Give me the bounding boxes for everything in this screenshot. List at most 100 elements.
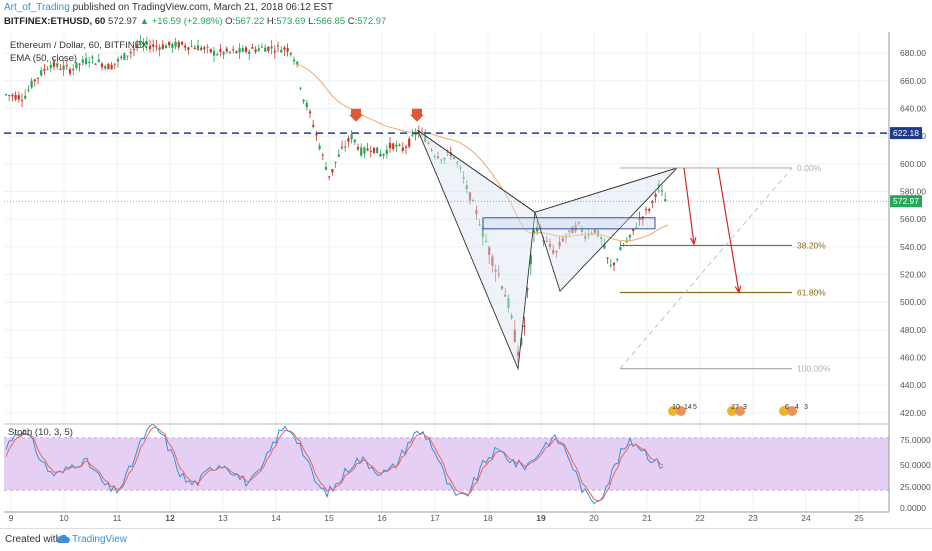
candle-body-157 xyxy=(504,294,507,297)
event-flag-b-2 xyxy=(735,406,745,416)
candle-body-152 xyxy=(488,246,491,255)
y-tick-600: 600.00 xyxy=(900,159,926,169)
tradingview-link[interactable]: TradingView xyxy=(72,534,128,545)
candle-body-17 xyxy=(56,63,59,67)
candle-body-176 xyxy=(564,236,568,238)
event-label-1: 10 xyxy=(672,404,680,411)
candle-body-27 xyxy=(88,61,91,64)
candle-body-124 xyxy=(398,144,401,146)
candle-body-102 xyxy=(328,176,331,178)
candle-body-192 xyxy=(616,259,619,261)
candle-body-134 xyxy=(430,149,433,151)
y-tick-640: 640.00 xyxy=(900,103,926,113)
candle-body-166 xyxy=(532,230,536,234)
candle-body-41 xyxy=(132,48,136,50)
y-tick-420: 420.00 xyxy=(900,408,926,418)
event-flag-2 xyxy=(727,406,737,416)
candle-body-87 xyxy=(280,50,283,53)
candle-body-110 xyxy=(353,139,356,143)
candle-body-18 xyxy=(59,68,62,70)
candle-body-161 xyxy=(516,351,520,356)
candle-body-107 xyxy=(344,146,347,148)
candle-body-156 xyxy=(500,286,504,289)
candle-body-66 xyxy=(212,50,216,56)
candle-body-96 xyxy=(308,111,312,114)
open-label: O: xyxy=(225,16,236,27)
candle-body-25 xyxy=(81,59,84,63)
x-tick-19: 19 xyxy=(536,513,546,523)
fib-label-0: 0.00% xyxy=(797,163,822,173)
symbol-label: BITFINEX:ETHUSD, 60 xyxy=(4,16,106,27)
candle-body-26 xyxy=(84,58,88,64)
candle-body-94 xyxy=(302,99,305,102)
candle-body-68 xyxy=(219,49,222,52)
candle-body-153 xyxy=(491,256,494,266)
close-value: 572.97 xyxy=(357,16,387,27)
candle-body-33 xyxy=(107,63,110,70)
footer: Created with TradingView xyxy=(0,528,932,551)
stoch-tick-0: 75.0000 xyxy=(900,435,931,445)
candle-body-19 xyxy=(62,65,65,70)
candle-body-24 xyxy=(78,63,81,65)
candle-body-4 xyxy=(14,94,17,100)
open-value: 567.22 xyxy=(235,16,265,27)
event-label-2: 27 xyxy=(731,404,739,411)
candle-body-170 xyxy=(545,240,548,242)
quote-line: BITFINEX:ETHUSD, 60 572.97 ▲ +16.59 (+2.… xyxy=(4,16,386,27)
candle-body-140 xyxy=(449,152,452,157)
candle-body-100 xyxy=(321,154,324,156)
candle-body-59 xyxy=(190,45,193,47)
candle-body-177 xyxy=(568,230,571,232)
candle-body-103 xyxy=(331,169,334,173)
event-flag-3 xyxy=(779,406,789,416)
candle-body-51 xyxy=(164,45,168,49)
author-link[interactable]: Art_of_Trading xyxy=(4,2,70,13)
candle-body-136 xyxy=(436,156,440,159)
y-tick-580: 580.00 xyxy=(900,186,926,196)
x-tick-21: 21 xyxy=(642,513,652,523)
candle-body-118 xyxy=(379,153,382,157)
candle-body-83 xyxy=(267,46,270,52)
projection-arrow-1-head xyxy=(689,237,697,246)
candle-body-92 xyxy=(296,61,299,66)
price-chart[interactable]: 0.00%38.20%61.80%100.00%10 14 5 27 3 6 4 3 680.… xyxy=(0,0,932,528)
event-label-3: 6 xyxy=(785,404,789,411)
candle-body-69 xyxy=(222,51,225,55)
candle-body-37 xyxy=(120,56,123,58)
candle-body-28 xyxy=(91,56,94,59)
candle-body-35 xyxy=(113,63,116,65)
chart-header: Art_of_Trading published on TradingView.… xyxy=(0,0,932,30)
pattern-xb xyxy=(417,130,536,213)
x-tick-20: 20 xyxy=(589,513,599,523)
x-tick-25: 25 xyxy=(854,513,864,523)
candle-body-29 xyxy=(94,63,97,65)
candle-body-191 xyxy=(612,262,616,266)
candles xyxy=(4,35,667,363)
stoch-k-line xyxy=(5,423,664,505)
candle-body-84 xyxy=(270,46,273,49)
candle-body-104 xyxy=(334,161,337,163)
candle-body-73 xyxy=(235,50,238,53)
candle-body-106 xyxy=(340,146,344,149)
candle-body-181 xyxy=(580,229,584,232)
y-tick-500: 500.00 xyxy=(900,297,926,307)
candle-body-203 xyxy=(651,200,654,204)
projection-arrow-1-shaft xyxy=(683,167,695,245)
candle-body-117 xyxy=(376,147,379,154)
fib-label-3: 100.00% xyxy=(797,364,831,374)
tradingview-cloud-icon[interactable] xyxy=(56,532,70,546)
candle-body-108 xyxy=(347,138,350,142)
candle-body-2 xyxy=(8,95,11,97)
candle-body-93 xyxy=(299,87,302,89)
candle-body-207 xyxy=(664,199,667,202)
resistance-price-tag xyxy=(890,127,922,140)
candle-body-105 xyxy=(337,154,340,157)
candle-body-205 xyxy=(657,183,660,187)
candle-body-172 xyxy=(552,249,555,254)
candle-body-198 xyxy=(635,227,638,229)
candle-body-126 xyxy=(404,146,408,148)
candle-body-85 xyxy=(273,50,276,53)
candle-body-139 xyxy=(446,152,449,154)
candle-body-38 xyxy=(123,53,126,60)
stoch-tick-2: 25.0000 xyxy=(900,482,931,492)
